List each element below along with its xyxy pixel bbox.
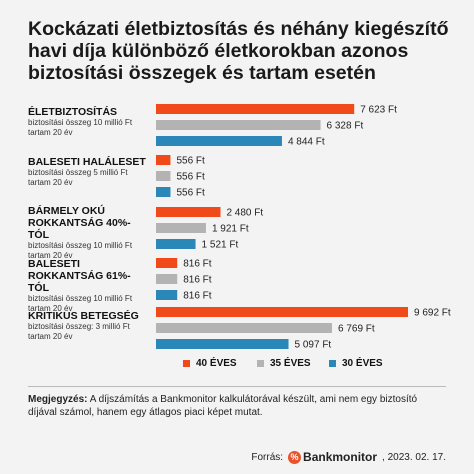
footer: Forrás: % Bankmonitor , 2023. 02. 17. [251,450,446,464]
category-sum: biztosítási összeg 10 millió Ft [28,294,133,303]
legend-label-35: 35 ÉVES [270,358,311,369]
value-label: 4 844 Ft [288,137,325,148]
bar-40 [156,155,171,165]
category-sum: biztosítási összeg: 3 millió Ft [28,322,130,331]
value-label: 816 Ft [183,275,212,286]
legend-item-30: 30 ÉVES [329,358,383,369]
category-3: BÁRMELY OKÚ ROKKANTSÁG 40%-TÓL biztosítás… [28,205,150,261]
bankmonitor-logo: % Bankmonitor [288,450,377,464]
divider [28,386,446,387]
value-label: 6 769 Ft [338,324,375,335]
brand-name: Bankmonitor [303,450,378,464]
value-label: 816 Ft [183,259,212,270]
category-2: BALESETI HALÁLESET biztosítási összeg 5 m… [28,156,150,188]
legend-swatch-30 [329,360,336,367]
value-label: 556 Ft [176,172,205,183]
legend-swatch-35 [257,360,264,367]
category-term: tartam 20 év [28,332,73,341]
category-label: BÁRMELY OKÚ ROKKANTSÁG 40%-TÓL [28,205,131,241]
bar-30 [156,136,282,146]
value-label: 556 Ft [176,188,205,199]
category-5: KRITIKUS BETEGSÉG biztosítási összeg: 3 m… [28,310,150,342]
value-label: 9 692 Ft [414,308,451,319]
bar-30 [156,239,196,249]
category-label: BALESETI ROKKANTSÁG 61%-TÓL [28,258,131,294]
legend-item-35: 35 ÉVES [257,358,311,369]
legend-label-40: 40 ÉVES [196,358,237,369]
value-label: 1 521 Ft [202,240,239,251]
legend-swatch-40 [183,360,190,367]
category-term: tartam 20 év [28,128,73,137]
bar-40 [156,207,221,217]
bar-40 [156,104,355,114]
bar-30 [156,187,171,197]
percent-icon: % [288,450,302,464]
category-label: BALESETI HALÁLESET [28,156,146,168]
category-term: tartam 20 év [28,251,73,260]
legend-label-30: 30 ÉVES [342,358,383,369]
bar-35 [156,323,332,333]
bar-40 [156,258,178,268]
bar-35 [156,171,171,181]
category-sum: biztosítási összeg 5 millió Ft [28,168,128,177]
value-label: 7 623 Ft [360,105,397,116]
category-label: KRITIKUS BETEGSÉG [28,310,139,322]
value-label: 1 921 Ft [212,224,249,235]
bar-35 [156,223,206,233]
note: Megjegyzés: A díjszámítás a Bankmonitor … [28,393,448,419]
category-4: BALESETI ROKKANTSÁG 61%-TÓL biztosítási ö… [28,258,150,314]
legend: 40 ÉVES 35 ÉVES 30 ÉVES [0,358,474,378]
legend-item-40: 40 ÉVES [183,358,237,369]
bar-35 [156,274,178,284]
category-term: tartam 20 év [28,304,73,313]
value-label: 5 097 Ft [295,340,332,351]
value-label: 556 Ft [176,156,205,167]
note-text: A díjszámítás a Bankmonitor kalkulátoráv… [28,394,418,418]
value-label: 6 328 Ft [327,121,364,132]
source-date: , 2023. 02. 17. [382,451,446,463]
category-term: tartam 20 év [28,178,73,187]
category-1: ÉLETBIZTOSÍTÁS biztosítási összeg 10 mill… [28,106,150,138]
bar-35 [156,120,321,130]
source-label: Forrás: [251,451,284,463]
bar-30 [156,290,178,300]
bar-40 [156,307,408,317]
value-label: 816 Ft [183,291,212,302]
chart-title: Kockázati életbiztosítás és néhány kiegé… [28,18,449,84]
note-label: Megjegyzés: [28,394,88,405]
category-sum: biztosítási összeg 10 millió Ft [28,118,133,127]
value-label: 2 480 Ft [226,208,263,219]
category-sum: biztosítási összeg 10 millió Ft [28,241,133,250]
category-label: ÉLETBIZTOSÍTÁS [28,106,118,118]
bar-30 [156,339,289,349]
